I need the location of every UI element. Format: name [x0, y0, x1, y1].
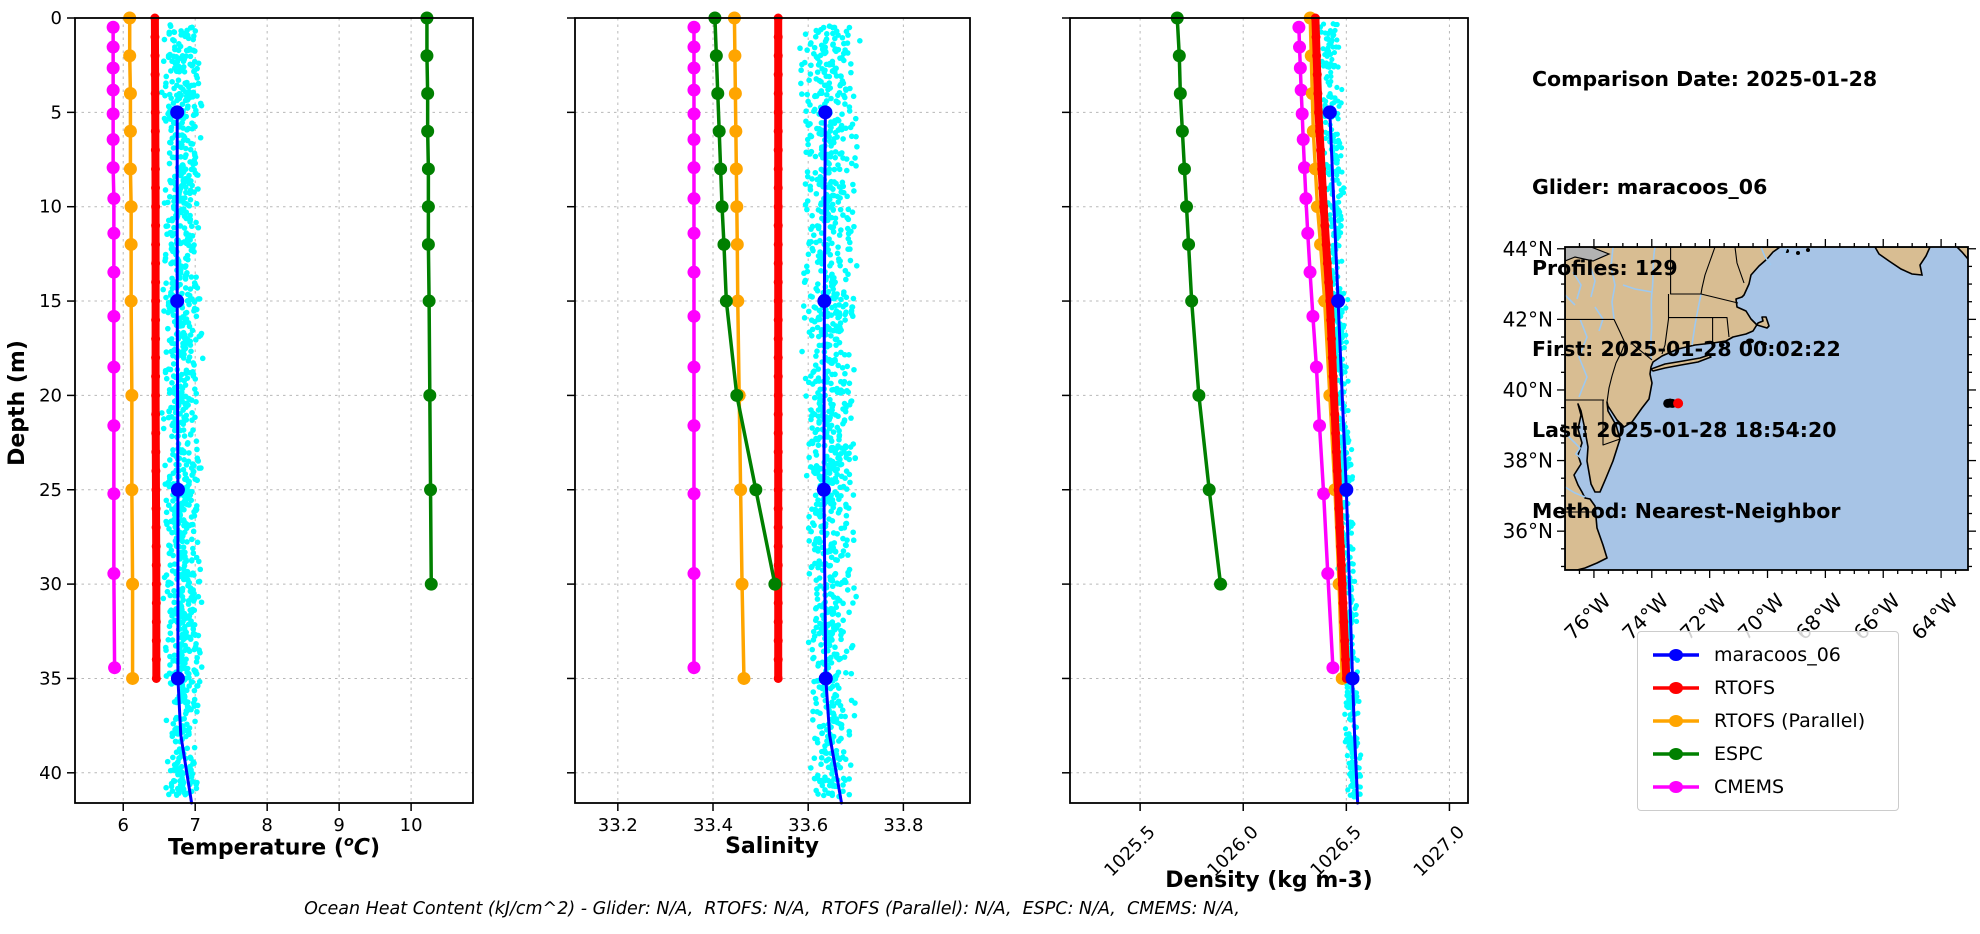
svg-text:25: 25	[39, 480, 62, 501]
legend-label: ESPC	[1714, 743, 1763, 765]
legend-line-sample	[1653, 781, 1699, 793]
series-maracoos-06	[1322, 105, 1360, 805]
svg-text:40: 40	[39, 763, 62, 784]
svg-text:33.2: 33.2	[598, 815, 638, 836]
legend-entry-maracoos-06: maracoos_06	[1650, 641, 1886, 669]
series-rtofs-parallel-	[123, 11, 140, 685]
legend-label: RTOFS (Parallel)	[1714, 710, 1866, 732]
temp-label-sup: o	[343, 834, 354, 850]
svg-text:33.6: 33.6	[788, 815, 828, 836]
location-map: 44°N42°N40°N38°N36°N76°W 74°W 72°W 70°W 68°W…	[1503, 237, 1976, 645]
series-rtofs	[150, 13, 161, 683]
ocean-heat-content-caption: Ocean Heat Content (kJ/cm^2) - Glider: N…	[304, 899, 1240, 919]
series-cmems	[1292, 20, 1340, 675]
comparison-date: Comparison Date: 2025-01-28	[1532, 67, 1878, 91]
svg-text:40°N: 40°N	[1503, 378, 1553, 402]
legend-label: maracoos_06	[1714, 644, 1841, 666]
series-rtofs	[1310, 13, 1351, 683]
map-geography	[1565, 247, 1968, 570]
legend-line-sample	[1653, 715, 1699, 727]
info-first-time: First: 2025-01-28 00:02:22	[1532, 337, 1841, 361]
svg-text:0: 0	[51, 8, 62, 29]
series-maracoos-06	[170, 105, 194, 805]
legend-line-sample	[1653, 649, 1699, 661]
legend-entry-espc: ESPC	[1650, 740, 1886, 768]
svg-text:6: 6	[117, 815, 128, 836]
svg-text:20: 20	[39, 385, 62, 406]
x-axis-label-salinity: Salinity	[725, 834, 819, 859]
svg-text:33.8: 33.8	[883, 815, 923, 836]
series-maracoos-06	[816, 105, 844, 805]
salinity-plot: 33.2 33.4 33.6 33.8	[567, 11, 971, 836]
series-espc	[420, 11, 438, 591]
series-espc	[1170, 11, 1228, 591]
temp-label-prefix: Temperature (	[167, 835, 344, 861]
temperature-plot: 6 7 8 9 10 0 5 10 15 20 25 30 35 40	[39, 8, 474, 836]
map-ticks	[1557, 239, 1976, 578]
series-rtofs-parallel-	[727, 11, 751, 685]
x-axis-label-temperature: Temperature (oC)	[74, 834, 474, 860]
svg-text:36°N: 36°N	[1503, 519, 1553, 543]
temp-label-suffix: )	[369, 835, 380, 861]
comparison-info-panel: Comparison Date: 2025-01-28 Glider: mara…	[1532, 12, 1877, 579]
info-method: Method: Nearest-Neighbor	[1532, 499, 1841, 523]
legend-label: CMEMS	[1714, 776, 1785, 798]
svg-text:15: 15	[39, 291, 62, 312]
legend-entry-rtofs: RTOFS	[1650, 674, 1886, 702]
svg-text:35: 35	[39, 668, 62, 689]
series-cmems	[687, 20, 701, 675]
legend: maracoos_06 RTOFS RTOFS (Parallel) ESPC CMEM…	[1637, 631, 1899, 811]
density-plot: 1025.5 1026.0 1026.5 1027.0	[1062, 11, 1469, 881]
svg-text:38°N: 38°N	[1503, 449, 1553, 473]
glider-location-marker	[1663, 398, 1684, 409]
svg-text:5: 5	[51, 102, 62, 123]
svg-text:42°N: 42°N	[1503, 307, 1553, 331]
legend-line-sample	[1653, 748, 1699, 760]
series-cmems	[106, 20, 122, 675]
legend-entry-rtofs-parallel-: RTOFS (Parallel)	[1650, 707, 1886, 735]
info-profiles: Profiles: 129	[1532, 256, 1678, 280]
svg-text:8: 8	[261, 815, 272, 836]
y-axis-label-depth: Depth (m)	[5, 340, 30, 466]
svg-text:44°N: 44°N	[1503, 237, 1553, 261]
temp-label-unit: C	[353, 835, 370, 861]
svg-text:9: 9	[333, 815, 344, 836]
svg-text:10: 10	[39, 197, 62, 218]
legend-entry-cmems: CMEMS	[1650, 773, 1886, 801]
info-last-time: Last: 2025-01-28 18:54:20	[1532, 418, 1837, 442]
legend-line-sample	[1653, 682, 1699, 694]
svg-text:7: 7	[189, 815, 200, 836]
svg-text:33.4: 33.4	[693, 815, 733, 836]
info-glider: Glider: maracoos_06	[1532, 175, 1768, 199]
x-axis-label-density: Density (kg m-3)	[1165, 868, 1373, 893]
svg-text:30: 30	[39, 574, 62, 595]
legend-label: RTOFS	[1714, 677, 1776, 699]
svg-text:10: 10	[400, 815, 423, 836]
